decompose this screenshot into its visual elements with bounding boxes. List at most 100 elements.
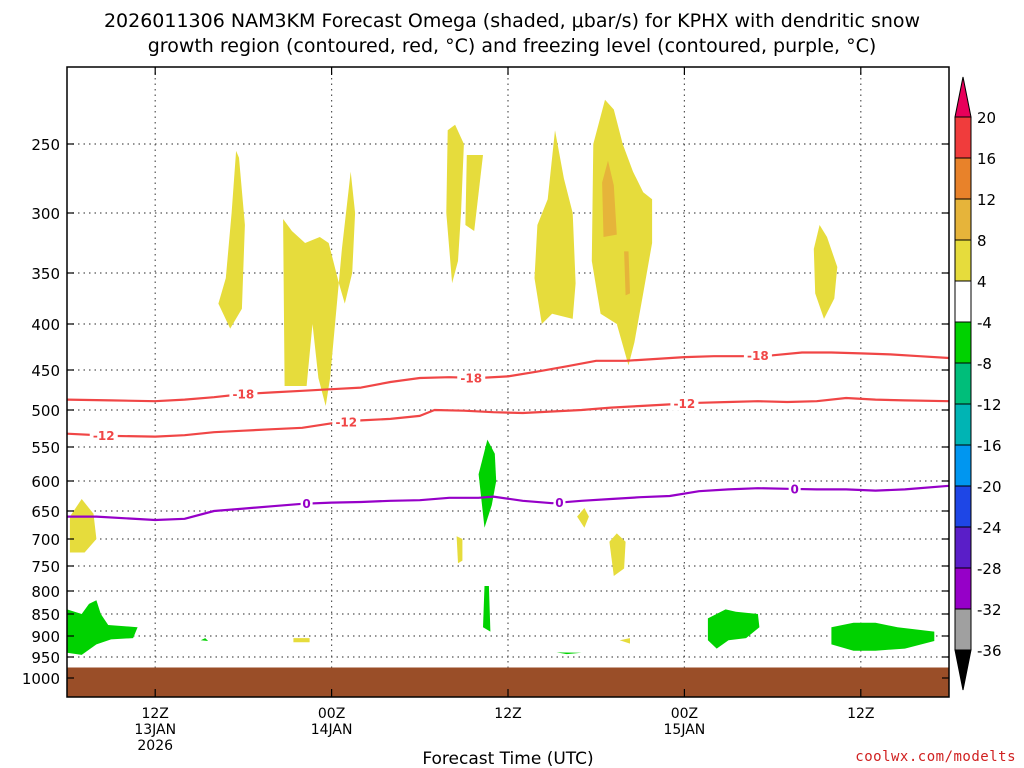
omega-region-12	[609, 533, 626, 576]
title-line-2: growth region (contoured, red, °C) and f…	[148, 35, 877, 57]
omega-region-6	[602, 160, 617, 237]
contour-label: 0	[555, 496, 563, 510]
colorbar-swatch	[954, 239, 972, 282]
omega-region-0	[218, 150, 245, 329]
omega-region-13	[293, 638, 310, 643]
x-tick-label: 12Z	[847, 706, 874, 722]
y-tick-label: 400	[31, 316, 60, 334]
x-tick-label: 14JAN	[311, 722, 353, 738]
colorbar-label: 12	[977, 191, 996, 209]
omega-region-1	[283, 171, 356, 406]
omega-region-18	[200, 638, 209, 641]
contour-label-bg	[89, 428, 118, 443]
omega-region-17	[67, 600, 138, 655]
colorbar-swatch	[954, 444, 972, 487]
colorbar-swatch	[954, 198, 972, 241]
contour-label: -18	[233, 388, 255, 402]
x-tick-label: 00Z	[318, 706, 345, 722]
contour-label-bg	[332, 414, 361, 429]
colorbar-swatch	[954, 485, 972, 528]
colorbar-label: -8	[977, 355, 992, 373]
contour-label-bg	[670, 396, 699, 411]
colorbar-swatch	[954, 157, 972, 200]
colorbar-top-arrow	[954, 76, 972, 118]
colorbar-swatch	[954, 567, 972, 610]
colorbar-swatch	[954, 280, 972, 323]
contour-label: -12	[335, 415, 357, 429]
contour-label: 0	[302, 497, 310, 511]
x-tick-label: 2026	[137, 738, 173, 754]
y-tick-label: 850	[31, 606, 60, 624]
x-tick-label: 12Z	[141, 706, 168, 722]
omega-region-4	[534, 130, 576, 324]
y-tick-label: 950	[31, 649, 60, 667]
title-line-1: 2026011306 NAM3KM Forecast Omega (shaded…	[104, 10, 920, 32]
y-tick-label: 600	[31, 473, 60, 491]
contour-label: -18	[747, 349, 769, 363]
y-tick-label: 500	[31, 402, 60, 420]
omega-region-14	[619, 638, 630, 644]
y-tick-label: 650	[31, 503, 60, 521]
colorbar-label: 20	[977, 109, 996, 127]
contour-label: -12	[93, 429, 115, 443]
chart-title: 2026011306 NAM3KM Forecast Omega (shaded…	[104, 10, 920, 57]
x-tick-label: 00Z	[671, 706, 698, 722]
colorbar-label: 16	[977, 150, 996, 168]
contour-label-bg	[300, 496, 313, 511]
temperature-contours: -18 -18 -18 -12 -12 -12 0 0 0	[66, 348, 950, 522]
contour-label-bg	[229, 387, 258, 401]
y-tick-label: 750	[31, 558, 60, 576]
credit-text: coolwx.com/modelts	[855, 749, 1016, 765]
y-tick-label: 450	[31, 362, 60, 380]
contour-label: 0	[790, 482, 798, 496]
y-tick-label: 900	[31, 628, 60, 646]
omega-region-7	[624, 251, 630, 296]
omega-region-3	[465, 155, 483, 231]
omega-region-8	[813, 225, 838, 319]
colorbar-label: -4	[977, 314, 992, 332]
contour-label-bg	[553, 495, 566, 510]
colorbar-swatch	[954, 608, 972, 651]
omega-region-15	[478, 439, 497, 528]
colorbar-label: -36	[977, 642, 1002, 660]
y-tick-label: 800	[31, 583, 60, 601]
colorbar-label: -24	[977, 519, 1002, 537]
omega-region-11	[577, 508, 589, 528]
contour-label-bg	[743, 348, 772, 363]
colorbar-swatch	[954, 526, 972, 569]
omega-region-9	[69, 499, 97, 553]
omega-region-2	[446, 124, 464, 284]
colorbar-label: 8	[977, 232, 987, 250]
omega-shading	[67, 99, 935, 655]
contour-label: -12	[674, 397, 696, 411]
colorbar-swatch	[954, 362, 972, 405]
colorbar-legend: 20 16 12 8 4 -4 -8 -12 -16 -20 -24 -28 -32 -36	[954, 76, 1002, 691]
colorbar-label: -20	[977, 478, 1002, 496]
y-tick-label: 250	[31, 136, 60, 154]
colorbar-label: 4	[977, 273, 987, 291]
contour-label: -18	[460, 371, 482, 385]
x-axis-label: Forecast Time (UTC)	[422, 749, 593, 768]
omega-region-19	[556, 652, 582, 655]
colorbar-label: -16	[977, 437, 1002, 455]
y-tick-label: 700	[31, 531, 60, 549]
colorbar-label: -12	[977, 396, 1002, 414]
colorbar-label: -28	[977, 560, 1002, 578]
x-tick-label: 15JAN	[664, 722, 706, 738]
omega-region-16	[483, 586, 491, 632]
y-tick-label: 550	[31, 439, 60, 457]
contour-label-bg	[457, 370, 486, 385]
x-tick-label: 12Z	[494, 706, 521, 722]
omega-region-21	[831, 622, 935, 651]
contour-label-bg	[788, 481, 801, 496]
colorbar-swatch	[954, 116, 972, 159]
pressure-axis: 250 300 350 400 450 500 550 600 650 700 750 800 850 9…	[22, 136, 949, 688]
gridlines	[67, 67, 949, 697]
y-tick-label: 1000	[22, 670, 60, 688]
colorbar-label: -32	[977, 601, 1002, 619]
contour-line-1	[66, 396, 950, 438]
y-tick-label: 350	[31, 265, 60, 283]
omega-region-10	[456, 536, 463, 564]
